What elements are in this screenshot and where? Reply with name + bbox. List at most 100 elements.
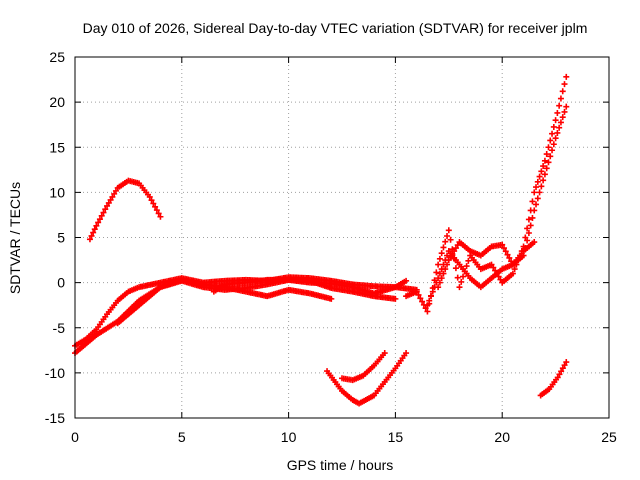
series-arc-late-low — [537, 359, 570, 399]
data-point — [98, 212, 105, 219]
data-point — [146, 193, 153, 200]
data-point — [440, 270, 447, 277]
data-point — [413, 288, 420, 295]
data-point — [543, 151, 550, 158]
y-axis-ticks: -15 -10 -5 0 5 10 15 20 25 — [45, 49, 609, 426]
data-point — [422, 305, 429, 312]
data-point — [460, 273, 467, 280]
data-point — [557, 95, 564, 102]
data-point — [458, 278, 465, 285]
data-point — [447, 236, 454, 243]
data-point — [556, 124, 563, 131]
data-point — [529, 198, 536, 205]
data-point — [104, 202, 111, 209]
y-tick-label: 10 — [49, 184, 65, 200]
data-point — [155, 210, 162, 217]
data-point — [559, 114, 566, 121]
x-axis-ticks: 0 5 10 15 20 25 — [71, 57, 617, 445]
data-point — [438, 250, 445, 257]
data-point — [522, 234, 529, 241]
y-tick-label: 20 — [49, 94, 65, 110]
y-tick-label: -15 — [45, 410, 65, 426]
data-point — [547, 137, 554, 144]
data-point — [540, 163, 547, 170]
y-tick-label: 25 — [49, 49, 65, 65]
data-point — [447, 254, 454, 261]
data-point — [442, 238, 449, 245]
data-point — [545, 144, 552, 151]
data-point — [381, 350, 388, 357]
data-point — [445, 227, 452, 234]
data-point — [563, 359, 570, 366]
data-point — [559, 365, 566, 372]
x-tick-label: 25 — [601, 429, 617, 445]
data-point — [541, 157, 548, 164]
data-point — [328, 295, 335, 302]
data-point — [444, 252, 451, 259]
data-point — [436, 279, 443, 286]
data-point — [533, 184, 540, 191]
data-point — [417, 295, 424, 302]
data-point — [93, 222, 100, 229]
data-point — [499, 241, 506, 248]
data-point — [531, 189, 538, 196]
data-point — [538, 183, 545, 190]
data-point — [549, 147, 556, 154]
data-point — [509, 270, 516, 277]
data-point — [554, 374, 561, 381]
data-point — [525, 216, 532, 223]
data-point — [524, 225, 531, 232]
data-point — [547, 153, 554, 160]
data-point — [112, 187, 119, 194]
data-point — [552, 135, 559, 142]
data-point — [424, 302, 431, 309]
data-point — [549, 130, 556, 137]
data-point — [451, 248, 458, 255]
series-arc-low-1 — [324, 350, 410, 407]
y-tick-label: 0 — [57, 275, 65, 291]
data-point — [538, 168, 545, 175]
data-point — [100, 209, 107, 216]
data-point — [95, 219, 102, 226]
data-point — [88, 232, 95, 239]
x-tick-label: 15 — [388, 429, 404, 445]
data-point — [415, 291, 422, 298]
data-point — [529, 214, 536, 221]
data-point — [525, 229, 532, 236]
data-point — [454, 274, 461, 281]
data-point — [504, 251, 511, 258]
data-point — [536, 173, 543, 180]
data-point — [534, 178, 541, 185]
y-axis-label: SDTVAR / TECUs — [7, 182, 23, 294]
data-point — [465, 257, 472, 264]
data-point — [419, 298, 426, 305]
x-tick-label: 20 — [494, 429, 510, 445]
data-point — [490, 264, 497, 271]
data-point — [552, 117, 559, 124]
data-point — [433, 269, 440, 276]
data-point — [86, 236, 93, 243]
x-tick-label: 5 — [178, 429, 186, 445]
data-point — [557, 119, 564, 126]
data-point — [554, 129, 561, 136]
data-point — [508, 258, 515, 265]
data-point — [533, 201, 540, 208]
data-point — [90, 229, 97, 236]
data-point — [524, 237, 531, 244]
data-point — [454, 242, 461, 249]
data-point — [440, 244, 447, 251]
data-point — [426, 297, 433, 304]
y-tick-label: -5 — [53, 320, 66, 336]
data-point — [563, 103, 570, 110]
data-point — [550, 123, 557, 130]
data-point — [506, 254, 513, 261]
series-arc-low-2 — [339, 350, 388, 384]
data-point — [153, 207, 160, 214]
data-point — [558, 368, 565, 375]
data-point — [428, 293, 434, 300]
data-point — [435, 261, 442, 268]
y-tick-label: -10 — [45, 365, 65, 381]
data-point — [444, 261, 451, 268]
